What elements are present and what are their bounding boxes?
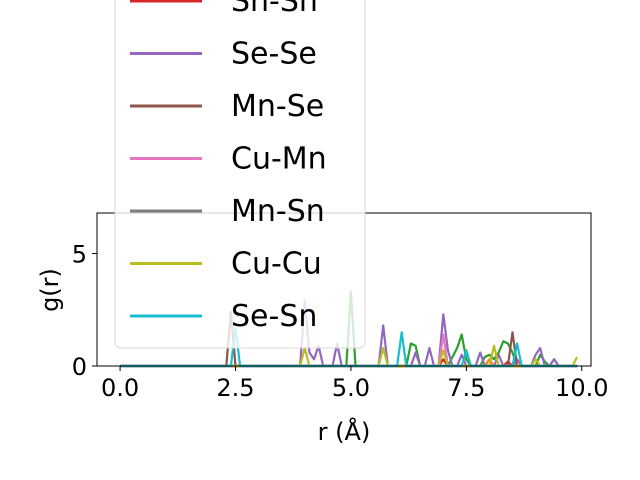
legend-label: Se-Se [231, 37, 317, 72]
legend-label: Cu-Cu [231, 247, 322, 282]
x-tick-label: 5.0 [332, 374, 370, 402]
x-tick-label: 10.0 [555, 374, 608, 402]
y-axis-label: g(r) [36, 268, 64, 312]
x-axis: 0.0 2.5 5.0 7.5 10.0 [101, 366, 608, 402]
x-tick-label: 2.5 [216, 374, 254, 402]
legend: Sn-Sn Se-Se Mn-Se Cu-Mn Mn-Sn Cu-Cu Se-Sn [114, 0, 366, 349]
legend-label: Mn-Sn [231, 194, 325, 229]
legend-label: Sn-Sn [231, 0, 318, 19]
x-tick-label: 0.0 [101, 374, 139, 402]
x-tick-label: 7.5 [447, 374, 485, 402]
y-axis: 05 [72, 241, 97, 381]
y-tick-label: 5 [72, 241, 87, 269]
legend-label: Cu-Mn [231, 142, 327, 177]
x-axis-label: r (Å) [318, 417, 371, 446]
y-tick-label: 0 [72, 353, 87, 381]
legend-label: Se-Sn [231, 299, 317, 334]
legend-label: Mn-Se [231, 89, 324, 124]
legend-box [114, 0, 366, 349]
